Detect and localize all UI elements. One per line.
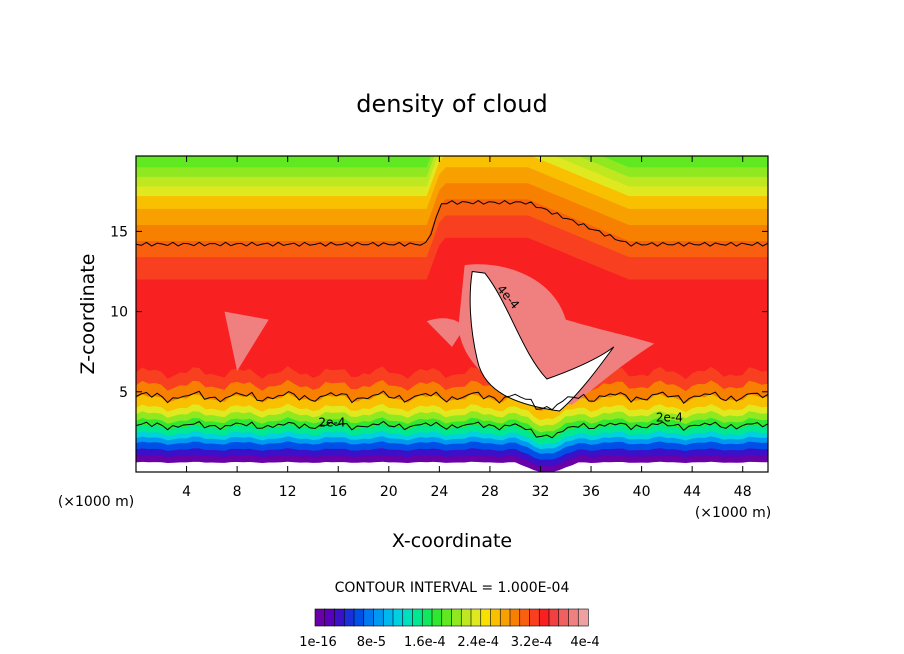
y-tick-label: 15 <box>110 224 128 240</box>
x-unit-right: (×1000 m) <box>695 505 771 521</box>
colorbar-label: 3.2e-4 <box>511 635 553 650</box>
colorbar-swatch <box>509 608 521 627</box>
colorbar-swatch <box>577 608 589 627</box>
colorbar-swatch <box>558 608 570 627</box>
contour-2e-4-lower <box>136 420 768 439</box>
colorbar-swatch <box>412 608 423 627</box>
colorbar-swatch <box>392 608 404 627</box>
contour-label: 2e-4 <box>318 415 345 429</box>
plot-frame <box>135 155 769 473</box>
colorbar-label: 2.4e-4 <box>457 635 499 650</box>
colorbar-label: 8e-5 <box>357 635 386 650</box>
x-tick-label: 32 <box>532 484 550 500</box>
colorbar-swatch <box>421 608 433 627</box>
y-tick-label: 10 <box>110 305 128 321</box>
colorbar-swatch <box>363 608 375 627</box>
color-band <box>136 461 768 472</box>
contour-2e-4-top <box>136 200 768 247</box>
colorbar-swatch <box>529 608 540 627</box>
colorbar-swatch <box>499 608 511 627</box>
cloud-core-region <box>469 270 615 412</box>
colorbar-swatch <box>568 608 579 627</box>
colorbar-swatch <box>324 608 336 627</box>
x-tick-label: 12 <box>279 484 297 500</box>
colorbar-swatch <box>451 608 462 627</box>
colorbar <box>314 608 589 627</box>
colorbar-swatch <box>460 608 472 627</box>
cloud-features <box>224 264 655 412</box>
colorbar-swatch <box>431 608 443 627</box>
chart-title: density of cloud <box>356 90 547 118</box>
colorbar-swatch <box>470 608 482 627</box>
x-tick-label: 20 <box>380 484 398 500</box>
x-tick-label: 40 <box>633 484 651 500</box>
colorbar-swatch <box>314 608 326 627</box>
colorbar-swatch <box>343 608 355 627</box>
colorbar-swatch <box>538 608 550 627</box>
colorbar-swatch <box>519 608 531 627</box>
colorbar-swatch <box>373 608 384 627</box>
y-axis-label: Z-coordinate <box>77 254 99 375</box>
colorbar-label: 1.6e-4 <box>404 635 446 650</box>
x-tick-label: 48 <box>734 484 752 500</box>
colorbar-label: 1e-16 <box>299 635 337 650</box>
y-tick-label: 5 <box>119 385 128 401</box>
y-axis-ticks: 5 10 15 <box>110 224 768 401</box>
plot-area: 2e-44e-42e-4 <box>136 156 768 472</box>
colorbar-swatch <box>402 608 414 627</box>
x-tick-label: 8 <box>233 484 242 500</box>
x-tick-label: 4 <box>182 484 191 500</box>
x-axis-label: X-coordinate <box>392 530 512 552</box>
x-tick-label: 28 <box>481 484 499 500</box>
colorbar-swatch <box>490 608 501 627</box>
colorbar-labels: 1e-16 8e-5 1.6e-4 2.4e-4 3.2e-4 4e-4 <box>299 635 599 650</box>
colorbar-swatch <box>382 608 394 627</box>
x-tick-label: 24 <box>430 484 448 500</box>
x-axis-ticks: 4 8 12 16 20 24 28 32 36 40 44 48 <box>182 156 752 500</box>
colorbar-swatch <box>353 608 365 627</box>
x-tick-label: 16 <box>329 484 347 500</box>
x-unit-left: (×1000 m) <box>58 494 134 510</box>
contour-2e-4-upper <box>136 390 768 411</box>
pink-patch <box>224 311 269 371</box>
contour-label: 2e-4 <box>656 410 683 424</box>
x-tick-label: 44 <box>683 484 701 500</box>
colorbar-label: 4e-4 <box>570 635 599 650</box>
colorbar-swatch <box>548 608 560 627</box>
pink-patch <box>426 318 465 347</box>
x-tick-label: 36 <box>582 484 600 500</box>
colorbar-swatch <box>480 608 492 627</box>
colorbar-swatch <box>441 608 453 627</box>
colorbar-swatch <box>334 608 345 627</box>
contour-interval-text: CONTOUR INTERVAL = 1.000E-04 <box>335 580 570 596</box>
